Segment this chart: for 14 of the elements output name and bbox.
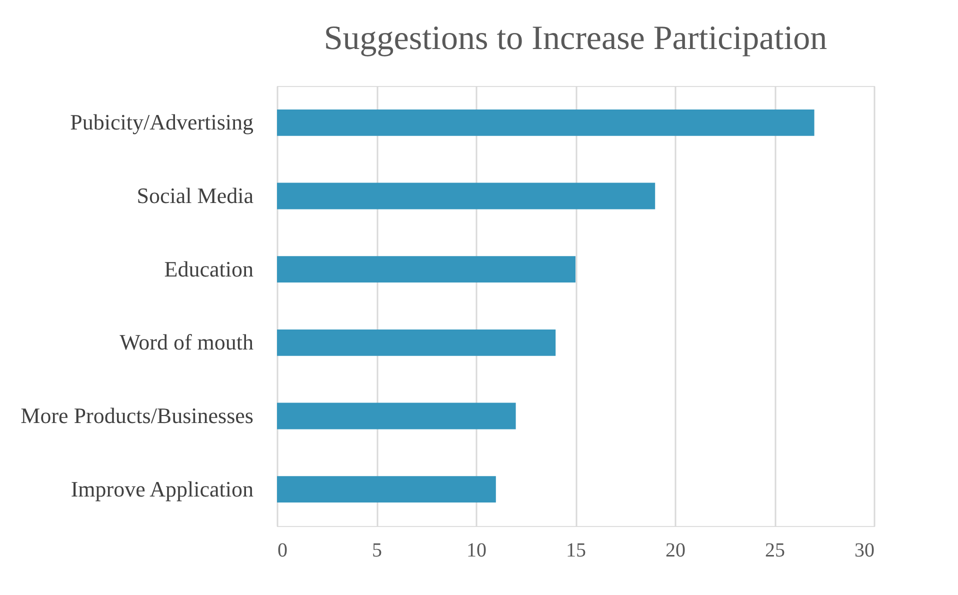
x-tick-label: 5 <box>372 540 382 562</box>
y-tick-label: More Products/Businesses <box>20 403 254 428</box>
x-tick-label: 10 <box>466 540 486 562</box>
x-tick-label: 25 <box>765 540 785 562</box>
x-tick-label: 20 <box>666 540 686 562</box>
y-tick-label: Pubicity/Advertising <box>70 110 254 135</box>
x-tick-label: 15 <box>566 540 586 562</box>
y-tick-label: Word of mouth <box>120 330 254 355</box>
x-tick-label: 30 <box>854 540 874 562</box>
chart-title: Suggestions to Increase Participation <box>324 20 828 57</box>
x-tick-label: 0 <box>278 540 288 562</box>
y-tick-label: Social Media <box>136 183 254 208</box>
y-tick-label: Improve Application <box>70 476 254 502</box>
y-tick-label: Education <box>164 256 254 282</box>
